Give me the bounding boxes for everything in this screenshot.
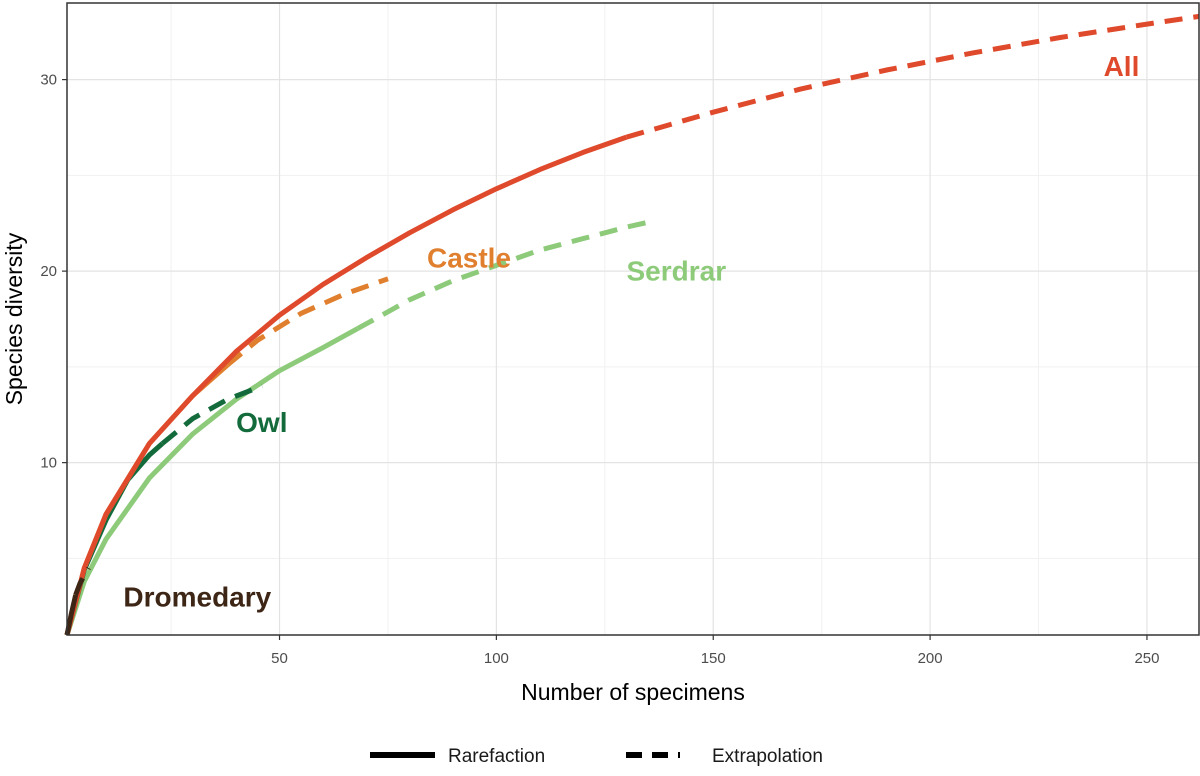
series-serdrar-extrapolation [356,218,654,331]
x-tick-label: 250 [1134,650,1159,667]
series-lines [64,13,1200,636]
series-label-serdrar: Serdrar [626,256,726,287]
x-tick-label: 150 [701,650,726,667]
series-castle-extrapolation [225,276,389,367]
grid [67,3,1199,635]
y-tick-label: 20 [40,263,57,280]
series-dromedary-rarefaction [64,594,79,636]
y-tick-label: 30 [40,72,57,89]
x-tick-label: 100 [484,650,509,667]
series-owl-extrapolation [160,383,264,446]
legend-rarefaction-label: Rarefaction [448,746,545,767]
series-dromedary-extrapolation [73,566,91,596]
series-serdrar-rarefaction [64,326,359,636]
plot-panel-border [66,2,1200,636]
series-all-rarefaction [64,134,628,636]
series-label-all: All [1104,51,1140,82]
x-axis-title: Number of specimens [521,679,745,705]
axis-ticks: 50 100 150 200 250 10 20 30 [40,72,1159,667]
legend-extrapolation-label: Extrapolation [712,746,823,767]
series-label-castle: Castle [427,242,511,273]
series-label-owl: Owl [236,407,287,438]
series-labels: Serdrar Owl Castle All Dromedary [123,51,1139,612]
y-tick-label: 10 [40,455,57,472]
x-tick-label: 200 [918,650,943,667]
x-tick-label: 50 [271,650,288,667]
legend: Rarefaction Extrapolation [370,746,823,767]
y-axis-title: Species diversity [1,232,27,405]
series-label-dromedary: Dromedary [123,581,271,612]
